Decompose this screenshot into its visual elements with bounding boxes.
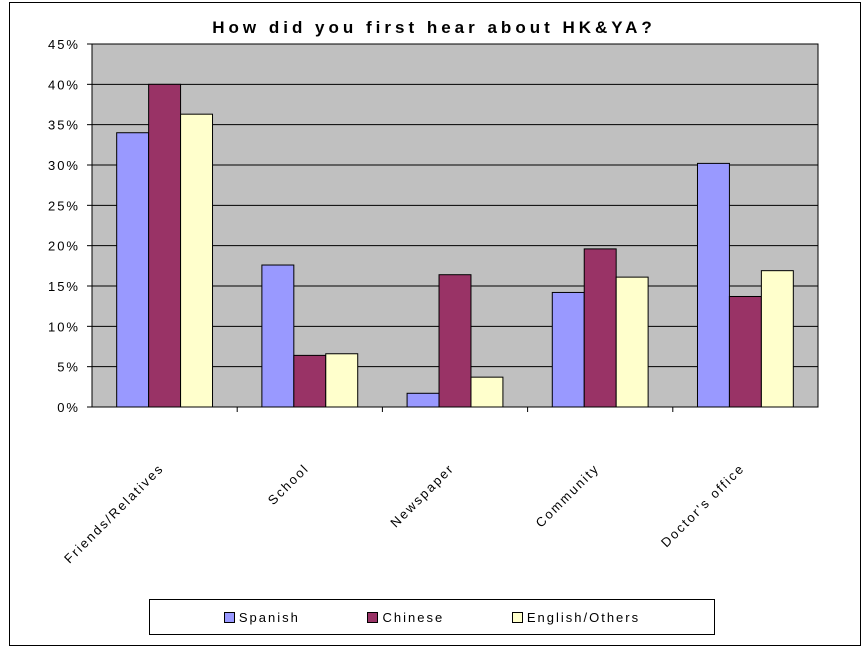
y-tick-label: 30% [48,158,80,173]
bar [325,353,359,408]
bar [470,376,504,408]
bar [261,264,295,408]
y-tick-label: 5% [57,360,80,375]
bar [438,274,472,408]
chart-title: How did you first hear about HK&YA? [212,18,656,37]
bar [293,354,327,408]
legend-item: Chinese [367,610,444,625]
bar [760,270,794,408]
x-tick-label: School [265,461,312,508]
legend-swatch [223,611,235,623]
y-tick-label: 20% [48,239,80,254]
y-tick-label: 10% [48,319,80,334]
legend-swatch [511,611,523,623]
y-tick-label: 0% [57,400,80,415]
legend-item: English/Others [511,609,641,625]
y-tick-label: 25% [48,198,80,213]
legend-label: Spanish [238,609,300,625]
y-tick-label: 15% [48,279,80,294]
bar [696,162,730,408]
bar [116,132,150,408]
x-tick-label: Community [532,461,602,531]
y-tick-label: 45% [48,37,80,52]
y-tick-label: 40% [48,77,80,92]
legend-item: Spanish [223,609,300,625]
x-tick-label: Friends/Relatives [61,461,167,567]
legend-label: Chinese [382,609,445,625]
legend: Spanish Chinese English/Others [149,599,715,635]
bar [551,291,585,408]
legend-swatch [367,611,379,623]
legend-label: English/Others [526,609,641,625]
bar [180,113,214,408]
x-tick-label: Doctor's office [658,461,748,551]
x-tick-label: Newspaper [387,461,457,531]
y-tick-label: 35% [48,118,80,133]
bar [615,276,649,408]
bar [406,392,440,408]
bar [728,295,762,408]
bar [148,83,182,408]
bar [583,248,617,408]
